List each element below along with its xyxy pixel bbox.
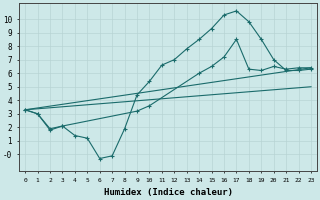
X-axis label: Humidex (Indice chaleur): Humidex (Indice chaleur) (104, 188, 233, 197)
